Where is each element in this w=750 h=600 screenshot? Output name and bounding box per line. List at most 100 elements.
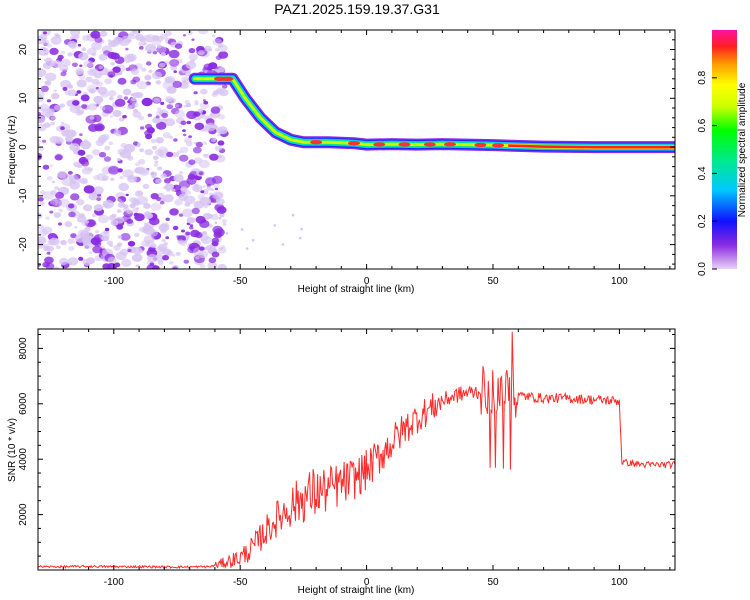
noise-blob: [84, 226, 91, 232]
noise-blob: [38, 111, 42, 116]
noise-blob: [202, 185, 206, 188]
noise-blob: [90, 30, 101, 39]
noise-blob: [171, 151, 180, 158]
noise-blob: [178, 170, 184, 175]
noise-blob: [168, 135, 174, 140]
noise-blob: [93, 95, 104, 104]
noise-blob: [79, 64, 83, 67]
colorbar-ticks: 0.0 0.2 0.4 0.6 0.8: [697, 70, 717, 276]
noise-blob: [182, 34, 187, 37]
noise-blob: [86, 257, 96, 265]
noise-blob: [117, 77, 127, 85]
noise-blob: [251, 238, 255, 242]
noise-blob: [108, 166, 120, 175]
noise-blob: [130, 93, 136, 97]
noise-blob: [96, 173, 107, 181]
noise-blob: [134, 190, 144, 197]
noise-blob: [144, 74, 152, 81]
noise-blob: [162, 81, 174, 90]
noise-blob: [204, 153, 211, 159]
noise-blob: [123, 96, 129, 100]
noise-blob: [159, 33, 168, 40]
noise-blob: [99, 106, 106, 111]
noise-blob: [150, 193, 159, 200]
noise-blob: [185, 141, 193, 147]
noise-blob: [219, 213, 225, 218]
snr-panel: -100 -50 0 50 100 2000 4000 6000 8000 Height of…: [7, 328, 676, 596]
noise-blob: [92, 245, 103, 254]
snr-x-ticks: -100 -50 0 50 100: [62, 329, 671, 588]
noise-blob: [60, 58, 71, 67]
heatmap-x-ticks: -100 -50 0 50 100: [62, 30, 671, 287]
noise-blob: [78, 213, 85, 219]
noise-blob: [114, 127, 118, 130]
noise-blob: [73, 161, 81, 168]
noise-blob: [172, 266, 178, 269]
noise-blob: [192, 184, 203, 193]
noise-blob: [102, 104, 114, 114]
noise-blob: [53, 104, 62, 111]
noise-blob: [145, 213, 153, 219]
noise-blob: [182, 129, 186, 133]
noise-blob: [142, 183, 150, 189]
noise-blob: [127, 248, 132, 253]
noise-blob: [46, 43, 53, 48]
noise-blob: [164, 183, 174, 191]
noise-blob: [104, 78, 112, 85]
noise-blob: [61, 121, 65, 125]
noise-blob: [154, 254, 166, 263]
noise-blob: [273, 224, 277, 227]
noise-blob: [60, 126, 65, 131]
noise-blob: [217, 263, 227, 269]
y-tick-label: 2000: [18, 503, 29, 526]
noise-blob: [212, 183, 220, 189]
noise-blob: [225, 232, 229, 235]
noise-blob: [194, 231, 203, 239]
noise-blob: [155, 115, 160, 119]
frequency-trace-band: [188, 72, 675, 154]
noise-blob: [222, 223, 227, 226]
noise-blob: [160, 101, 165, 105]
noise-blob: [49, 237, 60, 246]
noise-blob: [168, 260, 174, 265]
noise-blob: [96, 197, 102, 202]
noise-blob: [116, 157, 121, 162]
noise-blob: [174, 110, 185, 118]
noise-blob: [155, 80, 162, 85]
noise-blob: [178, 213, 184, 217]
noise-blob: [211, 34, 215, 38]
noise-blob: [164, 118, 176, 127]
noise-blob: [157, 260, 164, 266]
noise-blob: [199, 220, 210, 228]
noise-blob: [145, 43, 157, 53]
noise-blob: [150, 171, 158, 177]
noise-blob: [91, 213, 97, 218]
noise-blob: [174, 199, 183, 206]
noise-blob: [169, 59, 180, 67]
noise-blob: [49, 164, 53, 168]
noise-blob: [133, 232, 140, 238]
noise-blob: [119, 175, 124, 180]
x-tick-label: 50: [487, 577, 499, 588]
noise-blob: [70, 233, 77, 239]
noise-blob: [150, 202, 162, 211]
noise-blob: [124, 54, 135, 63]
noise-blob: [103, 202, 110, 208]
noise-blob: [198, 246, 205, 251]
noise-blob: [131, 207, 139, 213]
noise-blob: [151, 175, 156, 179]
noise-blob: [46, 99, 52, 103]
x-tick-label: 100: [611, 276, 628, 287]
noise-blob: [74, 226, 78, 229]
noise-blob: [85, 76, 93, 83]
noise-blob: [129, 197, 137, 203]
noise-blob: [121, 258, 132, 267]
noise-blob: [135, 162, 141, 167]
frequency-trace-band: [191, 75, 675, 151]
noise-blob: [62, 86, 68, 91]
noise-blob: [200, 88, 208, 95]
noise-blob: [159, 153, 164, 157]
heatmap-y-axis-label: Frequency (Hz): [7, 116, 18, 185]
noise-blob: [85, 220, 90, 224]
noise-blob: [201, 231, 208, 236]
